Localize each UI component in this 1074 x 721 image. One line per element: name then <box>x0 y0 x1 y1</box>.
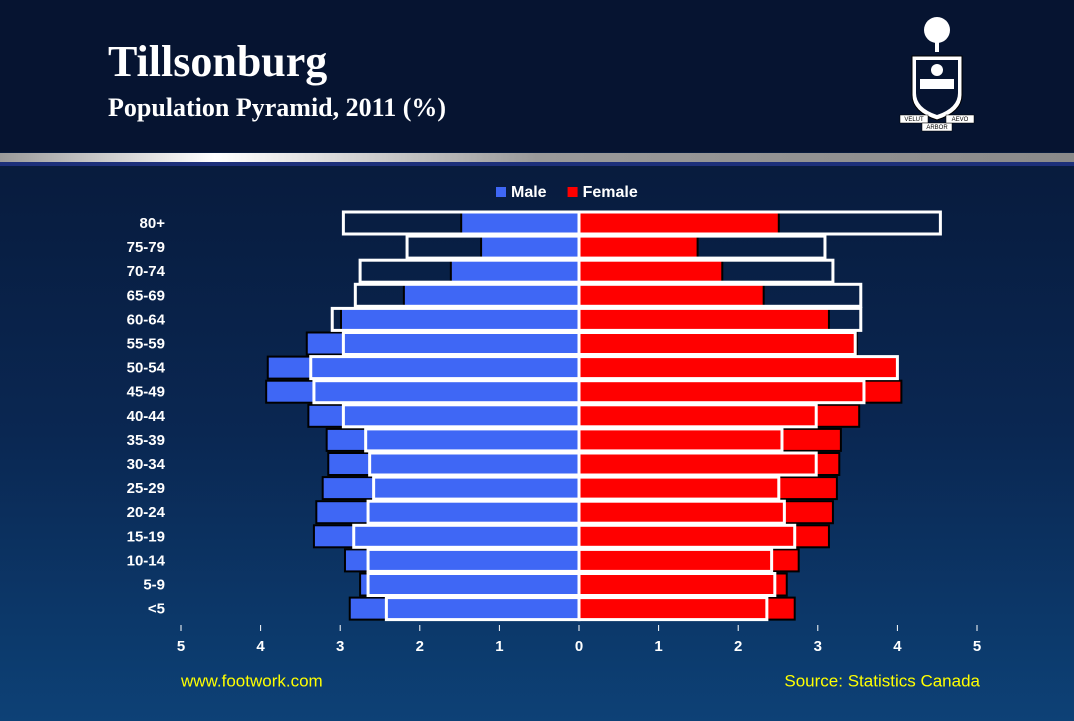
footer-left: www.footwork.com <box>180 671 323 690</box>
bar <box>327 452 581 476</box>
logo-trunk <box>935 38 939 52</box>
bar <box>578 500 834 525</box>
bar <box>343 548 581 573</box>
separator <box>0 153 1074 162</box>
bar <box>305 331 580 356</box>
category-label: <5 <box>148 601 165 618</box>
bar <box>578 379 903 404</box>
logo-book <box>920 79 954 89</box>
bar <box>578 524 830 549</box>
outline-bar <box>577 523 797 549</box>
x-tick-label: 0 <box>575 638 583 655</box>
logo-scroll <box>899 114 929 124</box>
category-label: 50-54 <box>127 360 166 377</box>
bar <box>578 259 724 284</box>
outline-bar <box>577 475 781 501</box>
x-tick-label: 5 <box>973 638 981 655</box>
outline-bar <box>577 282 863 308</box>
bar <box>307 403 580 428</box>
category-label: 45-49 <box>127 384 165 401</box>
outline-bar <box>577 355 899 381</box>
bar <box>449 259 580 284</box>
bar <box>460 211 580 235</box>
outline-bar <box>577 451 818 477</box>
category-label: 5-9 <box>143 576 165 593</box>
bar <box>578 307 830 332</box>
category-label: 30-34 <box>127 456 166 473</box>
outline-bar <box>577 331 857 356</box>
x-tick-label: 1 <box>654 638 662 655</box>
bar <box>321 476 580 501</box>
bar <box>578 355 899 380</box>
x-tick-label: 1 <box>495 638 503 655</box>
outline-bar <box>577 403 818 429</box>
category-label: 40-44 <box>127 408 166 425</box>
outline-bar <box>577 572 777 597</box>
footer-right: Source: Statistics Canada <box>784 671 980 690</box>
outline-bar <box>577 306 863 332</box>
bar <box>578 331 858 356</box>
bar <box>480 235 581 260</box>
bar <box>578 427 842 452</box>
x-tick-label: 5 <box>177 638 185 655</box>
bar <box>348 596 581 621</box>
category-label: 75-79 <box>127 239 165 256</box>
legend-label: Female <box>583 184 638 201</box>
category-label: 15-19 <box>127 528 165 545</box>
x-tick-label: 4 <box>256 638 265 655</box>
x-tick-label: 3 <box>336 638 344 655</box>
logo-scroll <box>921 122 953 132</box>
outline-bar <box>577 379 866 405</box>
logo-motto: AEVO <box>952 117 969 123</box>
x-tick-label: 2 <box>734 638 742 655</box>
category-label: 60-64 <box>127 311 166 328</box>
legend-swatch <box>496 187 506 197</box>
category-label: 35-39 <box>127 432 165 449</box>
x-tick-label: 3 <box>814 638 822 655</box>
bar <box>315 500 580 525</box>
category-label: 80+ <box>140 215 166 232</box>
outline-bar <box>577 210 942 236</box>
logo-scroll <box>945 114 975 124</box>
chart-subtitle: Population Pyramid, 2011 (%) <box>108 93 446 122</box>
bar <box>578 211 780 235</box>
outline-bar <box>577 234 827 260</box>
outline-bar <box>577 499 786 525</box>
x-tick-label: 4 <box>893 638 902 655</box>
bar <box>578 548 800 573</box>
outline-bar <box>577 596 769 622</box>
bar <box>359 572 580 597</box>
header-band <box>0 0 1074 152</box>
logo-tree <box>924 17 950 43</box>
category-label: 55-59 <box>127 335 165 352</box>
bar <box>578 452 841 476</box>
chart-title: Tillsonburg <box>108 37 327 86</box>
bar <box>266 355 580 380</box>
outline-bar <box>577 427 784 453</box>
legend-label: Male <box>511 184 547 201</box>
outline-bar <box>577 547 774 573</box>
category-label: 20-24 <box>127 504 166 521</box>
logo-motto: VELUT <box>904 117 924 123</box>
logo-motto: ARBOR <box>926 125 948 131</box>
x-tick-label: 2 <box>416 638 424 655</box>
category-label: 70-74 <box>127 263 166 280</box>
separator-line <box>0 162 1074 166</box>
category-label: 25-29 <box>127 480 165 497</box>
legend-swatch <box>567 187 578 197</box>
bar <box>578 572 788 597</box>
category-label: 65-69 <box>127 287 165 304</box>
bar <box>402 283 580 308</box>
outline-bar <box>577 258 835 284</box>
bar <box>578 283 765 308</box>
bar <box>339 307 580 332</box>
bar <box>578 235 699 260</box>
category-label: 10-14 <box>127 552 166 569</box>
bar <box>578 476 838 501</box>
logo-crown <box>931 64 943 76</box>
bar <box>578 596 796 621</box>
logo: VELUT ARBOR AEVO <box>899 17 975 132</box>
